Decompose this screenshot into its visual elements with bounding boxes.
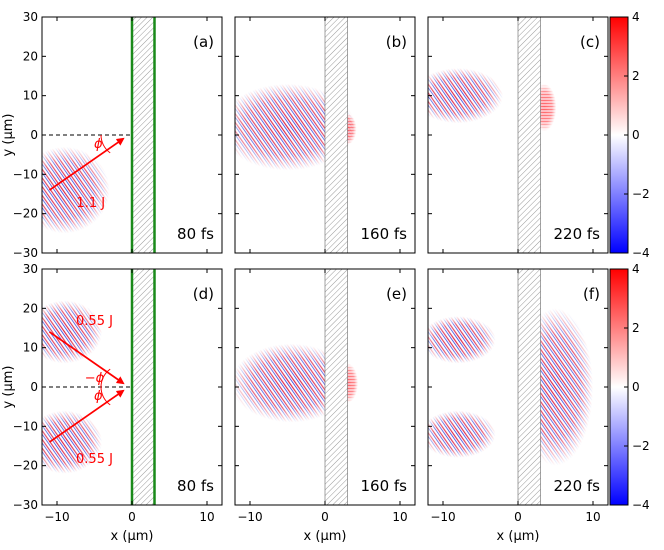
panel-f-field-blob-1 xyxy=(428,410,496,458)
panel-f-plot xyxy=(428,269,593,505)
panel-d-field-blob-0 xyxy=(42,300,102,364)
panel-d-y-tick-label-6: −30 xyxy=(13,498,38,512)
panel-e-label: (e) xyxy=(386,285,407,303)
panel-f-x-tick-label-0: −10 xyxy=(430,510,455,524)
panel-a-label: (a) xyxy=(193,33,214,51)
panel-f-label: (f) xyxy=(583,285,600,303)
colorbar-0: 4 2 0 −2 −4 xyxy=(609,10,650,260)
panel-f-time-label: 220 fs xyxy=(554,477,601,495)
y-axis-label-row-1: y (μm) xyxy=(1,366,16,409)
panel-c-time-label: 220 fs xyxy=(554,225,601,243)
panel-b-label: (b) xyxy=(386,33,407,51)
panel-d-target-slab xyxy=(131,269,155,505)
panel-a-y-tick-label-1: 20 xyxy=(23,49,38,63)
panel-a: ϕ 1.1 J (a) 80 fs xyxy=(41,16,223,254)
panel-c: (c) 220 fs xyxy=(427,16,609,254)
panel-a-angle-label-0: ϕ xyxy=(94,137,103,152)
panel-a-angle-arc-0 xyxy=(100,134,111,154)
panel-d-label: (d) xyxy=(193,285,214,303)
panel-d-y-tick-label-0: 30 xyxy=(23,262,38,276)
panel-d-energy-label-1: 0.55 J xyxy=(76,452,113,467)
panel-d-y-tick-label-1: 20 xyxy=(23,301,38,315)
colorbar-0-tick-label-1: 2 xyxy=(632,69,640,83)
panel-a-target-slab xyxy=(131,17,155,253)
panel-d-y-tick-label-4: −10 xyxy=(13,419,38,433)
panel-e-x-tick-label-2: 10 xyxy=(392,510,407,524)
panel-e-x-tick-label-1: 0 xyxy=(321,510,329,524)
panel-a-plot xyxy=(42,17,156,253)
panel-e: (e) 160 fs xyxy=(234,268,416,506)
panel-a-y-tick-label-6: −30 xyxy=(13,246,38,260)
colorbar-1-tick-label-4: −4 xyxy=(632,498,650,512)
panel-e-target-slab xyxy=(324,269,348,505)
colorbar-0-tick-label-4: −4 xyxy=(632,246,650,260)
panel-d-plot xyxy=(42,269,156,505)
colorbar-1: 4 2 0 −2 −4 xyxy=(609,262,650,512)
panel-b-plot xyxy=(235,17,357,253)
colorbar-1-tick-label-2: 0 xyxy=(632,380,640,394)
panel-a-field-blob-0 xyxy=(42,146,110,234)
panel-a-y-tick-label-0: 30 xyxy=(23,10,38,24)
colorbar-0-tick-label-3: −2 xyxy=(632,187,650,201)
panel-c-field-blob-0 xyxy=(428,68,503,124)
panel-d-angle-label-0: −ϕ xyxy=(85,371,105,386)
colorbar-1-tick-label-0: 4 xyxy=(632,262,640,276)
panel-f: (f) 220 fs xyxy=(427,268,609,506)
panel-c-label: (c) xyxy=(580,33,600,51)
x-axis-label-col-0: x (μm) xyxy=(111,529,154,544)
panel-d-x-tick-label-2: 10 xyxy=(199,510,214,524)
panel-d: −ϕ ϕ 0.55 J 0.55 J (d) 80 fs xyxy=(41,268,223,506)
panel-a-y-tick-label-2: 10 xyxy=(23,89,38,103)
panel-d-energy-label-0: 0.55 J xyxy=(76,314,113,329)
panel-d-angle-arc-0 xyxy=(100,368,111,388)
panel-f-target-slab xyxy=(517,269,541,505)
panel-d-y-tick-label-2: 10 xyxy=(23,341,38,355)
axis-layer: 30 20 10 0 −10 −20 −30 y (μm) 30 20 10 0 −10 −20 −30 y … xyxy=(1,10,601,544)
panel-c-plot xyxy=(428,17,557,253)
panel-c-target-slab xyxy=(517,17,541,253)
panel-a-y-tick-label-4: −10 xyxy=(13,167,38,181)
panel-e-plot xyxy=(235,269,358,505)
x-axis-label-col-1: x (μm) xyxy=(304,529,347,544)
panel-d-time-label: 80 fs xyxy=(177,477,214,495)
panels-layer: ϕ 1.1 J (a) 80 fs (b) 160 fs (c) 220 fs −ϕ ϕ 0.55 … xyxy=(41,16,609,506)
colorbar-layer: 4 2 0 −2 −4 4 2 0 −2 −4 xyxy=(609,10,650,512)
panel-a-beam-arrow-0 xyxy=(48,137,125,191)
panel-e-x-tick-label-0: −10 xyxy=(237,510,262,524)
panel-a-energy-label-0: 1.1 J xyxy=(76,196,105,211)
panel-f-field-blob-0 xyxy=(428,316,496,364)
panel-a-y-tick-label-3: 0 xyxy=(30,128,38,142)
panel-e-time-label: 160 fs xyxy=(361,477,408,495)
panel-d-angle-arc-1 xyxy=(100,386,111,406)
panel-d-x-tick-label-0: −10 xyxy=(44,510,69,524)
panel-d-beam-arrow-1 xyxy=(48,389,125,443)
panel-b: (b) 160 fs xyxy=(234,16,416,254)
panel-f-x-tick-label-1: 0 xyxy=(514,510,522,524)
x-axis-label-col-2: x (μm) xyxy=(497,529,540,544)
panel-d-y-tick-label-3: 0 xyxy=(30,380,38,394)
colorbar-1-tick-label-3: −2 xyxy=(632,439,650,453)
colorbar-0-tick-label-2: 0 xyxy=(632,128,640,142)
colorbar-1-tick-label-1: 2 xyxy=(632,321,640,335)
colorbar-0-tick-label-0: 4 xyxy=(632,10,640,24)
panel-d-angle-label-1: ϕ xyxy=(94,389,103,404)
panel-b-target-slab xyxy=(324,17,348,253)
y-axis-label-row-0: y (μm) xyxy=(1,114,16,157)
panel-a-time-label: 80 fs xyxy=(177,225,214,243)
panel-b-time-label: 160 fs xyxy=(361,225,408,243)
panel-d-field-blob-1 xyxy=(42,410,102,474)
panel-d-y-tick-label-5: −20 xyxy=(13,459,38,473)
panel-f-x-tick-label-2: 10 xyxy=(585,510,600,524)
panel-d-x-tick-label-1: 0 xyxy=(128,510,136,524)
panel-a-y-tick-label-5: −20 xyxy=(13,207,38,221)
panel-d-beam-arrow-0 xyxy=(48,331,125,385)
